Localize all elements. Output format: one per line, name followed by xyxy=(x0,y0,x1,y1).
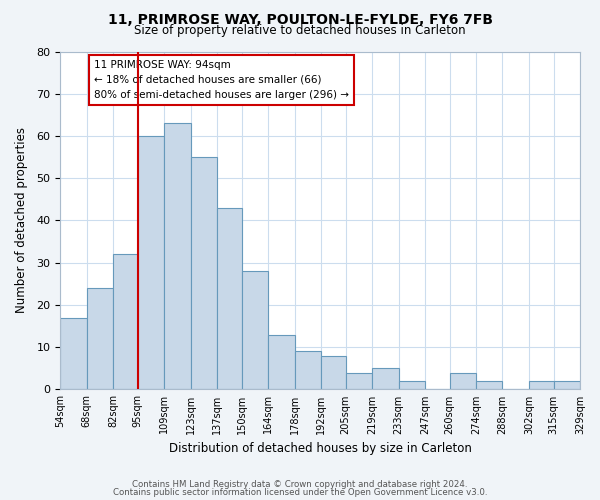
Bar xyxy=(60,318,86,390)
Text: 11 PRIMROSE WAY: 94sqm
← 18% of detached houses are smaller (66)
80% of semi-det: 11 PRIMROSE WAY: 94sqm ← 18% of detached… xyxy=(94,60,349,100)
Bar xyxy=(268,334,295,390)
Bar xyxy=(346,372,372,390)
Bar xyxy=(449,372,476,390)
Y-axis label: Number of detached properties: Number of detached properties xyxy=(15,128,28,314)
Bar xyxy=(137,136,164,390)
Bar xyxy=(242,271,268,390)
Bar xyxy=(86,288,113,390)
Bar xyxy=(398,381,425,390)
Bar xyxy=(217,208,242,390)
Bar xyxy=(191,157,217,390)
Bar xyxy=(164,124,191,390)
Bar xyxy=(476,381,502,390)
Text: Contains public sector information licensed under the Open Government Licence v3: Contains public sector information licen… xyxy=(113,488,487,497)
Text: 11, PRIMROSE WAY, POULTON-LE-FYLDE, FY6 7FB: 11, PRIMROSE WAY, POULTON-LE-FYLDE, FY6 … xyxy=(107,12,493,26)
Text: Contains HM Land Registry data © Crown copyright and database right 2024.: Contains HM Land Registry data © Crown c… xyxy=(132,480,468,489)
Bar xyxy=(295,352,321,390)
Bar xyxy=(372,368,398,390)
Text: Size of property relative to detached houses in Carleton: Size of property relative to detached ho… xyxy=(134,24,466,37)
Bar xyxy=(113,254,137,390)
X-axis label: Distribution of detached houses by size in Carleton: Distribution of detached houses by size … xyxy=(169,442,472,455)
Bar xyxy=(321,356,346,390)
Bar xyxy=(554,381,580,390)
Bar xyxy=(529,381,554,390)
